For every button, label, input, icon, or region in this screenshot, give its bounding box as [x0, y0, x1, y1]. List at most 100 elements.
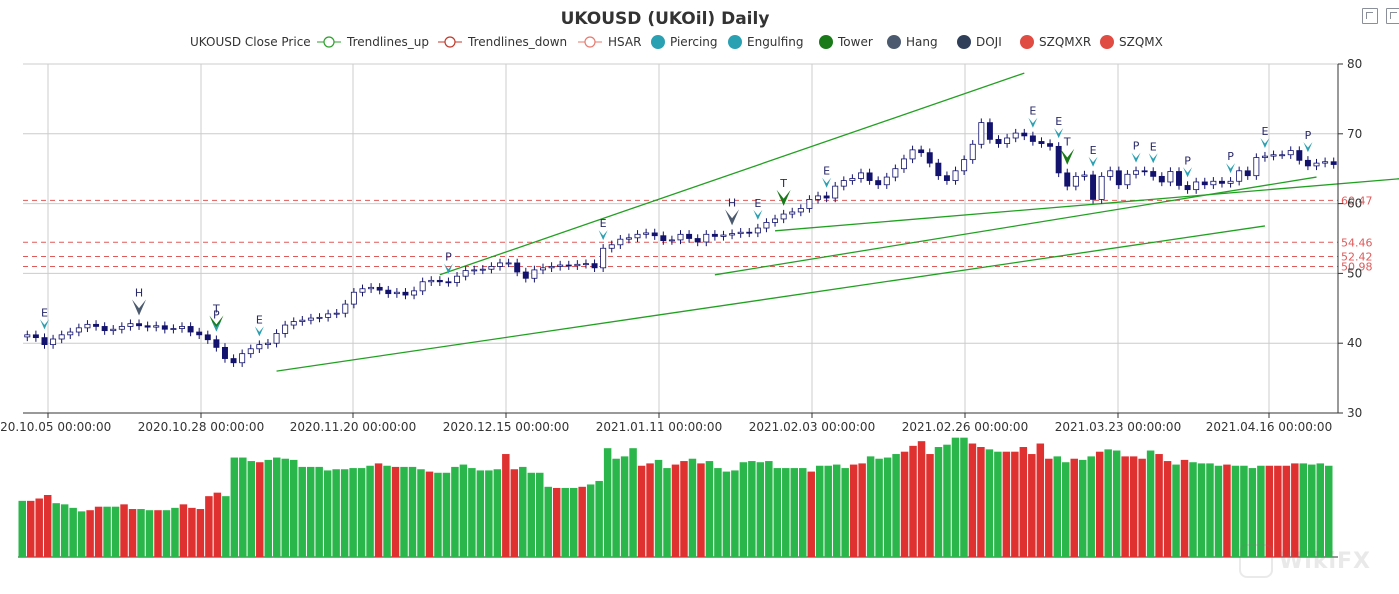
volume-bar-9	[94, 506, 103, 557]
candle-body-57	[514, 262, 521, 273]
candle-body-149	[1304, 159, 1311, 167]
volume-bar-70	[612, 458, 620, 557]
marker-pin-15	[1131, 152, 1141, 163]
candle-body-38	[350, 291, 357, 305]
volume-bar-129	[1112, 450, 1121, 557]
candle-body-72	[643, 232, 650, 235]
marker-label-6: E	[600, 217, 607, 230]
volume-bar-122	[1053, 456, 1062, 557]
restore-icon[interactable]	[1362, 8, 1378, 24]
legend[interactable]: UKOUSD Close Price Trendlines_up Trendline…	[190, 35, 1163, 49]
candle-body-32	[299, 319, 306, 322]
marker-pin-5	[443, 263, 453, 274]
volume-bar-47	[417, 469, 425, 557]
candle-body-3	[50, 338, 57, 345]
x-tick-label-0: 2020.10.05 00:00:00	[0, 420, 111, 434]
volume-bar-147	[1265, 465, 1274, 557]
volume-bar-53	[468, 468, 476, 557]
legend-label-10: SZQMX	[1119, 35, 1163, 49]
candle-body-11	[118, 326, 125, 330]
volume-bar-25	[230, 457, 239, 557]
candle-body-88	[780, 213, 787, 220]
y-tick-label-1: 40	[1347, 336, 1362, 350]
volume-bar-101	[875, 458, 883, 557]
candle-body-139	[1218, 180, 1225, 184]
volume-bar-6	[69, 507, 77, 557]
marker-label-4: E	[256, 313, 263, 326]
legend-label-5: Engulfing	[747, 35, 804, 49]
volume-bar-12	[120, 504, 128, 557]
volume-bar-86	[748, 461, 756, 557]
x-tick-label-1: 2020.10.28 00:00:00	[138, 420, 264, 434]
volume-bar-112	[968, 443, 977, 557]
volume-bar-96	[832, 464, 841, 557]
candle-body-109	[961, 159, 968, 172]
volume-bar-4	[52, 503, 60, 557]
volume-bar-93	[807, 471, 815, 557]
candle-body-25	[239, 353, 246, 364]
candle-body-150	[1313, 162, 1320, 167]
marker-label-8: E	[754, 197, 761, 210]
y-tick-label-5: 80	[1347, 57, 1362, 71]
candle-body-106	[935, 162, 942, 177]
candle-body-125	[1098, 175, 1105, 200]
candle-body-87	[772, 218, 779, 223]
candle-body-124	[1090, 174, 1097, 200]
volume-bar-31	[281, 458, 289, 557]
marker-pin-13	[1054, 128, 1064, 139]
candle-body-143	[1253, 157, 1260, 177]
candle-body-123	[1081, 174, 1088, 177]
candle-body-26	[247, 348, 254, 355]
legend-circle-2	[444, 36, 456, 48]
legend-label-2: Trendlines_down	[467, 35, 567, 49]
candle-body-56	[505, 262, 512, 265]
candle-body-130	[1141, 170, 1148, 173]
candle-body-48	[436, 279, 443, 283]
volume-bar-116	[1002, 451, 1011, 557]
marker-label-9: T	[779, 177, 787, 190]
candle-body-23	[221, 346, 228, 359]
volume-bar-44	[391, 466, 400, 557]
candle-body-148	[1296, 150, 1303, 161]
legend-dot-6	[819, 35, 833, 49]
candle-body-100	[883, 176, 890, 186]
volume-bar-123	[1062, 462, 1070, 557]
volume-bar-60	[527, 472, 536, 557]
volume-bars	[18, 437, 1338, 558]
candle-body-40	[368, 286, 375, 290]
legend-dot-4	[651, 35, 665, 49]
candle-body-73	[651, 232, 658, 237]
candle-body-113	[995, 138, 1002, 144]
candle-body-86	[763, 222, 770, 229]
legend-dot-8	[957, 35, 971, 49]
candle-body-92	[815, 195, 821, 200]
candle-body-21	[204, 334, 211, 341]
candle-body-68	[608, 244, 615, 249]
volume-bar-27	[247, 461, 256, 557]
volume-bar-15	[145, 510, 154, 557]
candle-body-51	[462, 270, 469, 277]
watermark-text: WikiFX	[1279, 548, 1371, 574]
volume-bar-102	[883, 457, 892, 557]
marker-label-10: E	[823, 165, 830, 178]
candle-body-78	[694, 238, 701, 243]
candle-body-91	[806, 199, 813, 209]
candle-body-117	[1029, 135, 1036, 142]
volume-bar-42	[374, 463, 383, 557]
marker-pin-18	[1226, 163, 1236, 174]
volume-bar-108	[934, 447, 943, 557]
legend-label-0: UKOUSD Close Price	[190, 35, 311, 49]
volume-bar-5	[60, 504, 69, 557]
candle-body-9	[101, 326, 108, 332]
volume-bar-49	[434, 472, 442, 557]
candle-body-147	[1287, 150, 1294, 156]
volume-bar-71	[620, 456, 629, 557]
marker-label-7: H	[728, 196, 736, 209]
marker-pin-1	[132, 299, 147, 316]
volume-bar-43	[383, 465, 391, 557]
save-image-icon[interactable]	[1386, 8, 1399, 24]
volume-bar-134	[1155, 454, 1163, 557]
candle-body-50	[454, 275, 461, 283]
candle-body-6	[75, 327, 82, 333]
